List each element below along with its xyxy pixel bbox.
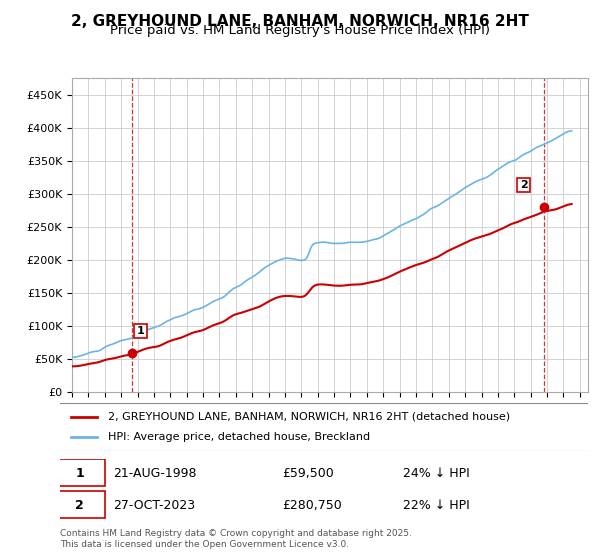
Text: 2, GREYHOUND LANE, BANHAM, NORWICH, NR16 2HT: 2, GREYHOUND LANE, BANHAM, NORWICH, NR16… — [71, 14, 529, 29]
Text: 21-AUG-1998: 21-AUG-1998 — [113, 467, 196, 480]
Text: 2, GREYHOUND LANE, BANHAM, NORWICH, NR16 2HT (detached house): 2, GREYHOUND LANE, BANHAM, NORWICH, NR16… — [107, 412, 509, 422]
Text: 2: 2 — [520, 180, 527, 190]
FancyBboxPatch shape — [55, 459, 105, 486]
Text: HPI: Average price, detached house, Breckland: HPI: Average price, detached house, Brec… — [107, 432, 370, 442]
Text: £280,750: £280,750 — [282, 499, 341, 512]
Text: 1: 1 — [137, 326, 144, 336]
Text: 27-OCT-2023: 27-OCT-2023 — [113, 499, 195, 512]
Text: 2: 2 — [76, 499, 84, 512]
Text: Price paid vs. HM Land Registry's House Price Index (HPI): Price paid vs. HM Land Registry's House … — [110, 24, 490, 36]
FancyBboxPatch shape — [55, 492, 105, 519]
Text: 24% ↓ HPI: 24% ↓ HPI — [403, 467, 470, 480]
Text: Contains HM Land Registry data © Crown copyright and database right 2025.
This d: Contains HM Land Registry data © Crown c… — [60, 529, 412, 549]
Text: 1: 1 — [76, 467, 84, 480]
Text: 22% ↓ HPI: 22% ↓ HPI — [403, 499, 470, 512]
Text: £59,500: £59,500 — [282, 467, 334, 480]
FancyBboxPatch shape — [55, 403, 593, 451]
